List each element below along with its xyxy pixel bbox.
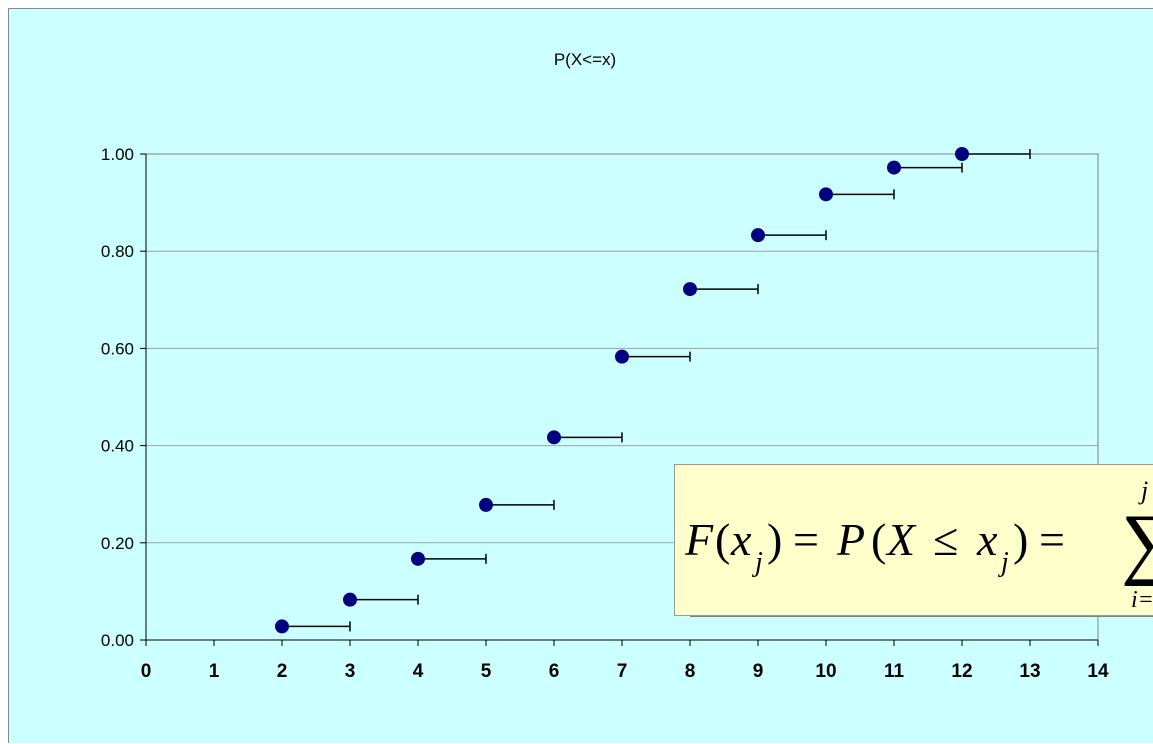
formula-sum-lower: i=1	[1131, 587, 1153, 613]
y-tick-label: 0.20	[101, 534, 134, 553]
formula-paren-open-2: (	[871, 514, 886, 565]
chart-title: P(X<=x)	[554, 50, 616, 69]
data-point	[615, 349, 629, 364]
data-point	[411, 551, 425, 566]
x-tick-label: 12	[951, 661, 972, 682]
mark-layer	[275, 147, 1031, 634]
x-tick-label: 0	[141, 661, 152, 682]
x-tick-label: 7	[617, 661, 628, 682]
formula-panel: F ( x j ) = P ( X ≤ x j ) = j ∑ i=1	[674, 464, 1153, 616]
formula-paren-close-2: )	[1013, 514, 1028, 565]
data-point	[343, 592, 357, 607]
y-tick-label: 0.60	[101, 339, 134, 358]
formula-x-1: x	[730, 514, 752, 565]
data-point	[275, 619, 289, 634]
axis-layer: 0.000.200.400.600.801.000 1 2 3 4 5 6 7 8 9 10 11 12…	[101, 145, 1109, 682]
formula-paren-open-1: (	[715, 514, 730, 565]
formula-sum-upper: j	[1138, 476, 1148, 505]
x-tick-label: 10	[815, 661, 836, 682]
formula-le: ≤	[933, 514, 958, 565]
x-tick-label: 3	[345, 661, 356, 682]
data-point	[547, 430, 561, 445]
x-tick-label: 4	[413, 661, 424, 682]
x-tick-label: 14	[1087, 661, 1109, 682]
chart-area: P(X<=x) 0.00 0.20 0.40 0.60 0.80 1.00 0 1 2 3 4 5 6 7…	[8, 8, 1153, 743]
data-point	[819, 187, 833, 202]
data-point	[955, 147, 969, 161]
y-tick-label: 0.00	[101, 631, 134, 650]
formula-P: P	[836, 514, 865, 565]
formula-eq-2: =	[1039, 514, 1065, 565]
x-tick-label: 6	[549, 661, 560, 682]
formula-svg: F ( x j ) = P ( X ≤ x j ) = j ∑ i=1	[684, 476, 1153, 613]
chart-svg: P(X<=x) 0.000.200.400.600.801.000 1 2 3 4 5 6 7…	[101, 50, 1109, 682]
y-tick-label: 0.40	[101, 437, 134, 456]
formula-sigma: ∑	[1121, 499, 1153, 587]
y-tick-label: 1.00	[101, 145, 134, 164]
formula-sub-j-2: j	[998, 547, 1009, 578]
x-tick-label: 8	[685, 661, 696, 682]
formula-F: F	[684, 514, 714, 565]
formula-sub-j-1: j	[752, 547, 763, 578]
data-point	[887, 160, 901, 175]
formula-box: F ( x j ) = P ( X ≤ x j ) = j ∑ i=1	[674, 464, 1153, 617]
x-tick-label: 2	[277, 661, 288, 682]
formula-eq-1: =	[793, 514, 819, 565]
formula-X: X	[885, 514, 917, 565]
x-tick-label: 9	[753, 661, 764, 682]
x-tick-label: 1	[209, 661, 220, 682]
data-point	[479, 497, 493, 512]
y-tick-label: 0.80	[101, 242, 134, 261]
data-point	[751, 228, 765, 243]
data-point	[683, 282, 697, 297]
x-tick-label: 11	[884, 661, 905, 682]
x-tick-label: 13	[1019, 661, 1040, 682]
formula-paren-close-1: )	[767, 514, 782, 565]
x-tick-label: 5	[481, 661, 492, 682]
formula-x-2: x	[976, 514, 998, 565]
